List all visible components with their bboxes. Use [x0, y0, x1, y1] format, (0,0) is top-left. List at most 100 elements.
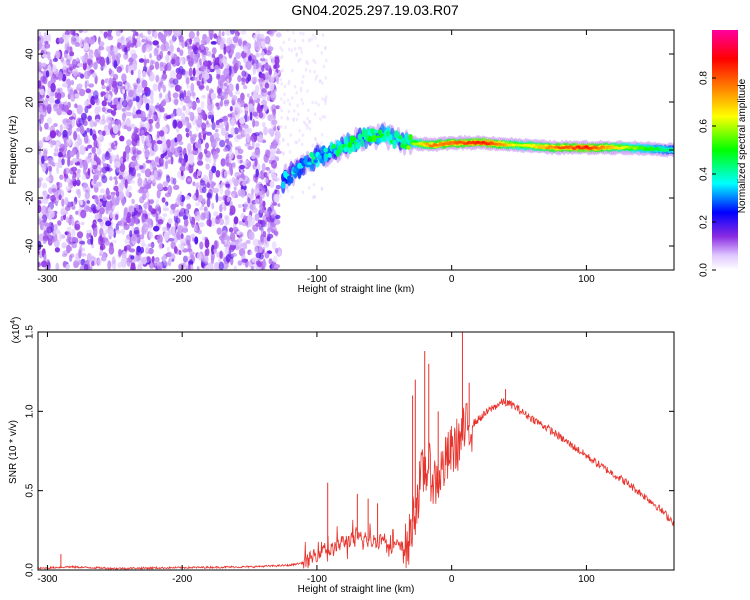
noise-dot	[183, 90, 187, 98]
noise-dot	[46, 51, 51, 60]
noise-dot	[273, 193, 280, 203]
noise-dot	[84, 100, 91, 106]
ridge-cell	[281, 181, 286, 189]
noise-dot	[140, 246, 145, 254]
noise-dot	[115, 214, 119, 221]
noise-dot	[167, 90, 171, 100]
noise-dot	[104, 93, 111, 99]
noise-dot	[306, 123, 309, 128]
noise-dot	[107, 260, 112, 270]
noise-dot	[261, 187, 266, 195]
noise-dot	[243, 128, 248, 136]
noise-dot	[241, 77, 246, 83]
ridge-cell	[374, 129, 379, 134]
noise-dot	[144, 150, 151, 155]
noise-dot	[230, 166, 233, 177]
noise-dot	[198, 132, 202, 140]
noise-dot	[211, 217, 216, 227]
noise-dot	[248, 231, 255, 241]
noise-dot	[114, 179, 118, 185]
noise-dot	[314, 100, 318, 105]
noise-dot	[201, 56, 207, 61]
noise-dot	[103, 237, 109, 242]
noise-dot	[297, 112, 300, 117]
noise-dot	[86, 232, 90, 240]
noise-dot	[278, 106, 282, 110]
noise-dot	[254, 213, 260, 222]
noise-dot	[295, 53, 298, 58]
noise-dot	[231, 116, 236, 127]
noise-dot	[53, 103, 58, 112]
noise-dot	[193, 224, 198, 231]
noise-dot	[76, 134, 80, 140]
noise-dot	[142, 70, 146, 78]
noise-dot	[148, 224, 153, 232]
noise-dot	[249, 211, 253, 216]
noise-dot	[226, 197, 230, 203]
noise-dot	[280, 69, 283, 74]
noise-dot	[245, 162, 251, 167]
noise-dot	[176, 127, 180, 133]
noise-dot	[320, 141, 323, 145]
noise-dot	[268, 46, 274, 52]
noise-dot	[233, 265, 237, 270]
noise-dot	[180, 170, 184, 177]
noise-dot	[242, 180, 247, 187]
noise-dot	[271, 140, 278, 149]
noise-dot	[178, 250, 182, 255]
noise-dot	[325, 95, 328, 99]
noise-dot	[76, 83, 83, 89]
noise-dot	[188, 251, 195, 256]
noise-dot	[99, 41, 105, 47]
noise-dot	[149, 59, 154, 70]
noise-dot	[248, 55, 252, 62]
noise-dot	[242, 46, 248, 50]
noise-dot	[161, 197, 166, 203]
noise-dot	[269, 152, 275, 161]
noise-dot	[214, 64, 219, 71]
noise-dot	[274, 56, 280, 65]
noise-dot	[234, 90, 240, 95]
noise-dot	[45, 177, 51, 182]
noise-dot	[89, 167, 93, 171]
noise-dot	[62, 260, 67, 268]
noise-dot	[233, 178, 239, 187]
noise-dot	[102, 114, 105, 122]
noise-dot	[239, 123, 245, 128]
noise-dot	[97, 257, 102, 266]
noise-dot	[100, 188, 105, 194]
noise-dot	[55, 262, 60, 270]
noise-dot	[114, 160, 121, 168]
noise-dot	[265, 166, 270, 171]
noise-dot	[194, 236, 199, 245]
noise-dot	[286, 117, 290, 121]
x-tick-label: -100	[307, 274, 327, 285]
noise-dot	[83, 205, 90, 213]
noise-dot	[173, 147, 180, 158]
noise-dot	[136, 40, 142, 48]
noise-dot	[38, 213, 43, 218]
noise-dot	[121, 112, 126, 122]
x-tick-label: -300	[37, 274, 57, 285]
noise-dot	[97, 164, 101, 172]
x-tick-label: -300	[37, 574, 57, 585]
noise-dot	[225, 183, 230, 188]
noise-dot	[60, 56, 64, 63]
noise-dot	[243, 242, 247, 249]
noise-dot	[263, 103, 268, 112]
x-tick-label: -200	[172, 274, 192, 285]
noise-dot	[293, 39, 296, 43]
noise-dot	[116, 52, 121, 59]
ridge-cell	[398, 135, 403, 140]
noise-dot	[269, 180, 275, 188]
noise-dot	[288, 37, 291, 42]
noise-dot	[298, 128, 301, 133]
noise-dot	[47, 64, 51, 73]
noise-dot	[38, 262, 41, 268]
noise-dot	[141, 256, 147, 265]
noise-dot	[96, 147, 102, 156]
noise-dot	[260, 57, 266, 62]
noise-dot	[140, 32, 144, 39]
noise-dot	[237, 260, 243, 266]
noise-dot	[306, 116, 309, 121]
